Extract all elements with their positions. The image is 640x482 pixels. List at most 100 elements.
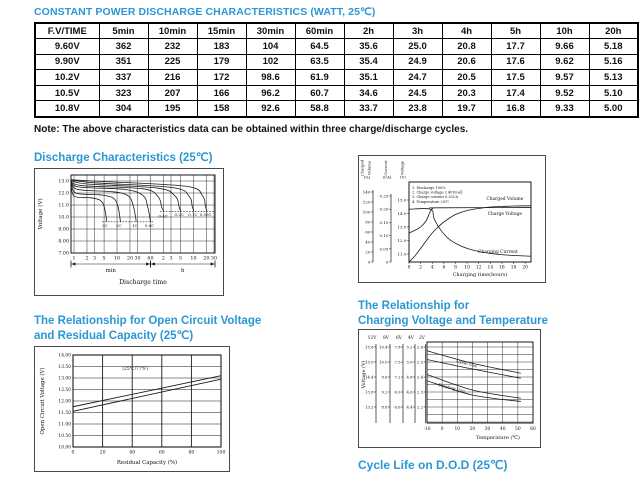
svg-text:10: 10 <box>114 256 120 262</box>
svg-text:(25℃/77℉): (25℃/77℉) <box>122 366 148 372</box>
table-cell: 33.7 <box>343 100 394 118</box>
svg-text:2.4: 2.4 <box>417 375 424 380</box>
table-cell: 207 <box>147 84 198 102</box>
table-cell: 61.9 <box>294 69 345 86</box>
svg-text:20: 20 <box>127 256 133 262</box>
svg-text:100: 100 <box>217 450 226 456</box>
svg-text:13.2: 13.2 <box>365 405 374 410</box>
svg-text:14.0: 14.0 <box>397 211 406 216</box>
ocv-chart-title-line2: and Residual Capacity (25℃) <box>34 329 194 342</box>
svg-text:18: 18 <box>511 266 517 271</box>
svg-text:10.50: 10.50 <box>58 434 71 439</box>
table-cell: 304 <box>98 100 149 118</box>
table-row: 10.5V 323 207 166 96.2 60.7 34.6 24.5 20.3 17.4 9.… <box>34 84 639 102</box>
ocv-chart-svg: 14.00 13.50 13.00 12.50 12.00 11.50 11.00 10.50… <box>39 354 226 466</box>
svg-text:0: 0 <box>368 260 371 265</box>
table-cell: 9.33 <box>539 100 590 118</box>
svg-text:0.15: 0.15 <box>379 220 388 225</box>
svg-text:(V): (V) <box>400 175 406 180</box>
ocv-residual-capacity-chart: 14.00 13.50 13.00 12.50 12.00 11.50 11.00 10.50… <box>34 346 230 472</box>
svg-text:20: 20 <box>365 250 371 255</box>
table-cell: 98.6 <box>245 69 296 86</box>
svg-text:12.50: 12.50 <box>58 388 71 393</box>
svg-text:12.00: 12.00 <box>58 400 71 405</box>
svg-text:15.0: 15.0 <box>365 360 374 365</box>
table-cell: 24.9 <box>392 53 443 71</box>
table-cell: 9.52 <box>539 84 590 102</box>
svg-text:8: 8 <box>454 266 457 271</box>
charging-voltage-temperature-chart: -10 0 10 20 30 40 50 60 12V 15.6 15.0 14.4 13.8 13.2 8… <box>358 329 541 448</box>
svg-text:9.00: 9.00 <box>58 227 69 233</box>
svg-text:20: 20 <box>100 450 106 456</box>
table-cell: 17.6 <box>490 53 541 71</box>
svg-text:h: h <box>181 268 185 274</box>
svg-text:4.4: 4.4 <box>407 405 414 410</box>
table-cell: 10.2V <box>34 69 100 86</box>
svg-text:20: 20 <box>203 256 209 262</box>
table-cell: 58.8 <box>294 100 345 118</box>
table-cell: 158 <box>196 100 247 118</box>
svg-text:12.0: 12.0 <box>397 238 406 243</box>
svg-text:10.0: 10.0 <box>379 360 388 365</box>
series-1C <box>70 180 137 222</box>
table-cell: 10.8V <box>34 100 100 118</box>
table-cell: 20.6 <box>441 53 492 71</box>
table-cell: 17.5 <box>490 69 541 86</box>
svg-text:Charged Volume: Charged Volume <box>486 197 523 202</box>
svg-text:60: 60 <box>530 427 536 432</box>
table-cell: 17.4 <box>490 84 541 102</box>
series-2C <box>70 180 121 222</box>
svg-text:2.3: 2.3 <box>417 390 424 395</box>
table-cell: 9.66 <box>539 38 590 55</box>
svg-text:80: 80 <box>365 220 371 225</box>
table-cell: 63.5 <box>294 53 345 71</box>
svg-text:7.2: 7.2 <box>395 375 402 380</box>
series-lower-line <box>72 378 222 412</box>
svg-text:1: 1 <box>73 256 76 262</box>
svg-text:30: 30 <box>485 427 491 432</box>
table-row: 10.2V 337 216 172 98.6 61.9 35.1 24.7 20.5 17.5 9.… <box>34 69 639 86</box>
svg-text:2V: 2V <box>419 336 426 341</box>
table-header-cell: 15min <box>196 22 247 40</box>
table-cell: 337 <box>98 69 149 86</box>
ocv-chart-title-line1: The Relationship for Open Circuit Voltag… <box>34 315 262 327</box>
svg-text:10.00: 10.00 <box>58 446 71 451</box>
svg-text:4.6: 4.6 <box>407 390 414 395</box>
table-header-cell: 2h <box>343 22 394 40</box>
svg-text:3. Charge current 0.25CA: 3. Charge current 0.25CA <box>412 195 458 199</box>
svg-text:7.00: 7.00 <box>58 251 69 257</box>
svg-text:Charging time(hours): Charging time(hours) <box>453 271 508 278</box>
table-header-cell: 5h <box>490 22 541 40</box>
band-floating-use-upper <box>426 374 521 399</box>
svg-text:13.50: 13.50 <box>58 365 71 370</box>
table-cell: 5.18 <box>588 38 639 55</box>
table-cell: 35.4 <box>343 53 394 71</box>
svg-text:3C: 3C <box>102 223 108 228</box>
svg-text:2C: 2C <box>116 223 122 228</box>
table-header-cell: 20h <box>588 22 639 40</box>
svg-text:40: 40 <box>500 427 506 432</box>
svg-text:0.05: 0.05 <box>379 246 388 251</box>
table-header-row: F.V/TIME 5min 10min 15min 30min 60min 2h 3h 4h 5h… <box>34 22 639 40</box>
svg-text:6.6: 6.6 <box>395 405 402 410</box>
table-cell: 5.00 <box>588 100 639 118</box>
svg-text:60: 60 <box>365 230 371 235</box>
svg-text:40: 40 <box>129 450 135 456</box>
svg-text:15.6: 15.6 <box>365 345 374 350</box>
svg-text:5: 5 <box>103 256 106 262</box>
table-cell: 35.1 <box>343 69 394 86</box>
svg-text:12V: 12V <box>368 336 378 341</box>
table-cell: 64.5 <box>294 38 345 55</box>
series-3C <box>70 180 108 222</box>
svg-text:60: 60 <box>159 450 165 456</box>
table-cell: 5.10 <box>588 84 639 102</box>
table-cell: 10.5V <box>34 84 100 102</box>
table-cell: 23.8 <box>392 100 443 118</box>
svg-text:4: 4 <box>431 266 434 271</box>
svg-text:100: 100 <box>363 210 371 215</box>
table-header-cell: 10h <box>539 22 590 40</box>
svg-text:Floating Use: Floating Use <box>438 382 466 394</box>
svg-text:Voltage (V): Voltage (V) <box>37 198 44 230</box>
svg-text:50: 50 <box>515 427 521 432</box>
table-cell: 20.5 <box>441 69 492 86</box>
